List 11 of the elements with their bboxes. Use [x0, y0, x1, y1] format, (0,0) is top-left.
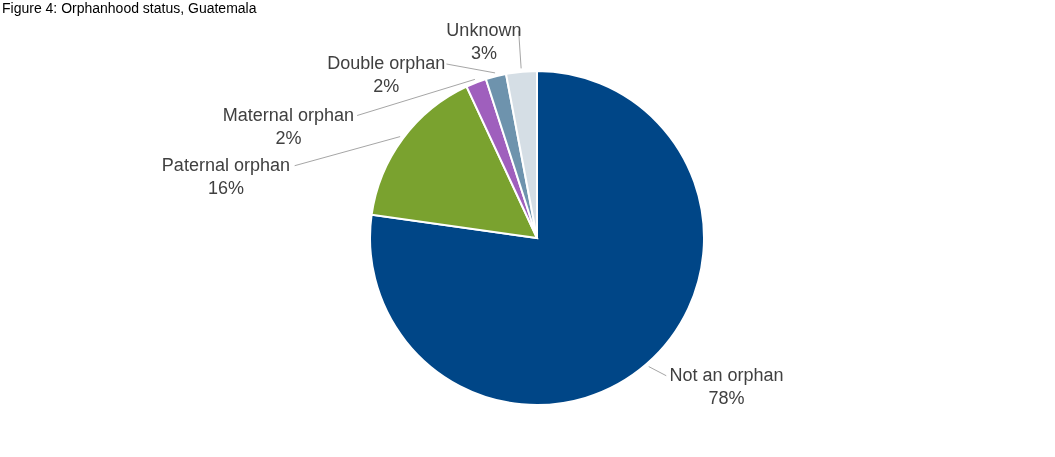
data-label: 3%	[470, 42, 497, 63]
slice-label: Double orphan	[327, 53, 446, 74]
slice-label: Paternal orphan	[161, 154, 290, 175]
data-label: 78%	[708, 387, 745, 408]
data-label: 2%	[275, 127, 302, 148]
data-label: 16%	[207, 177, 244, 198]
slice-label: Maternal orphan	[222, 104, 354, 125]
slice-label: Not an orphan	[669, 364, 784, 385]
chart-title: Figure 4: Orphanhood status, Guatemala	[2, 0, 257, 16]
slice-label: Unknown	[446, 19, 522, 40]
data-label: 2%	[373, 76, 400, 97]
